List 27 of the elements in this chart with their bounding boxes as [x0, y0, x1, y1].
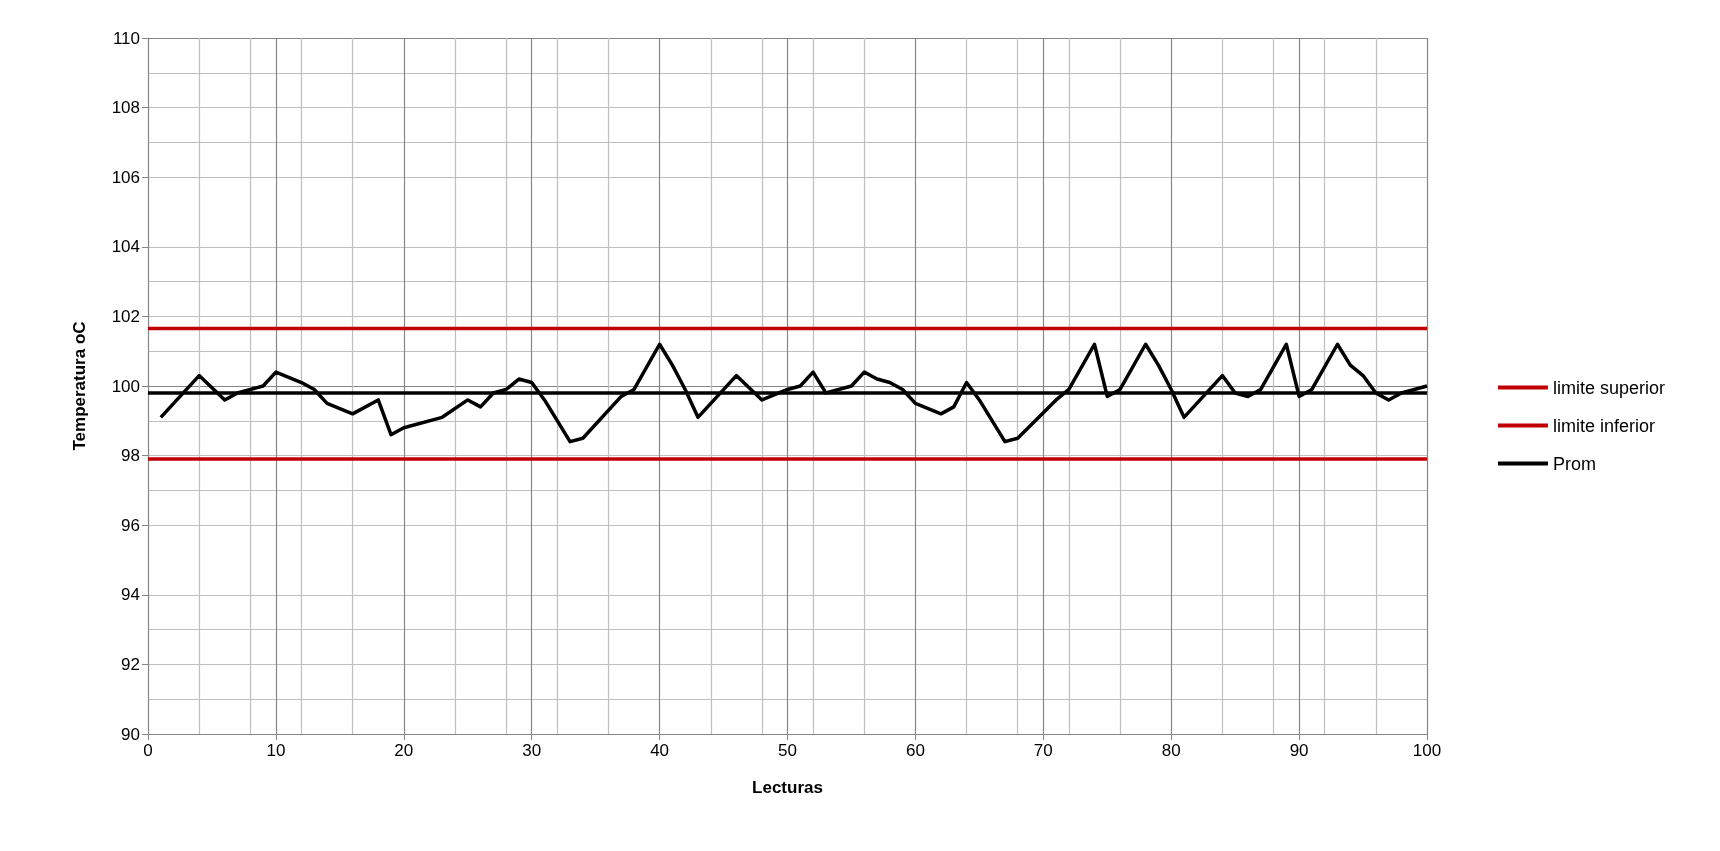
x-tick-label: 60 [905, 741, 925, 760]
y-tick-label: 96 [121, 515, 140, 535]
x-axis-title: Lecturas [752, 778, 823, 797]
x-tick-label: 100 [1412, 741, 1442, 760]
x-tick-label: 0 [143, 741, 153, 760]
y-tick-label: 104 [111, 237, 140, 257]
y-tick-label: 90 [121, 724, 140, 744]
x-tick-label: 10 [266, 741, 286, 760]
y-tick-label: 100 [111, 376, 140, 396]
legend-label: Prom [1552, 453, 1596, 474]
y-tick-label: 98 [121, 446, 140, 466]
x-tick-label: 30 [522, 741, 542, 760]
x-tick-label: 70 [1033, 741, 1053, 760]
x-tick-label: 50 [778, 741, 797, 760]
y-axis-title: Temperatura oC [70, 321, 89, 451]
y-tick-label: 110 [112, 28, 140, 48]
y-tick-label: 108 [111, 98, 140, 118]
legend-label: limite inferior [1552, 415, 1655, 436]
y-tick-label: 106 [111, 167, 140, 187]
x-tick-label: 20 [394, 741, 414, 760]
y-tick-label: 94 [121, 585, 140, 605]
x-tick-label: 40 [650, 741, 670, 760]
x-tick-label: 90 [1289, 741, 1309, 760]
y-tick-label: 102 [111, 306, 140, 326]
y-tick-label: 92 [121, 654, 140, 674]
x-tick-label: 80 [1161, 741, 1181, 760]
legend-label: limite superior [1552, 377, 1666, 398]
